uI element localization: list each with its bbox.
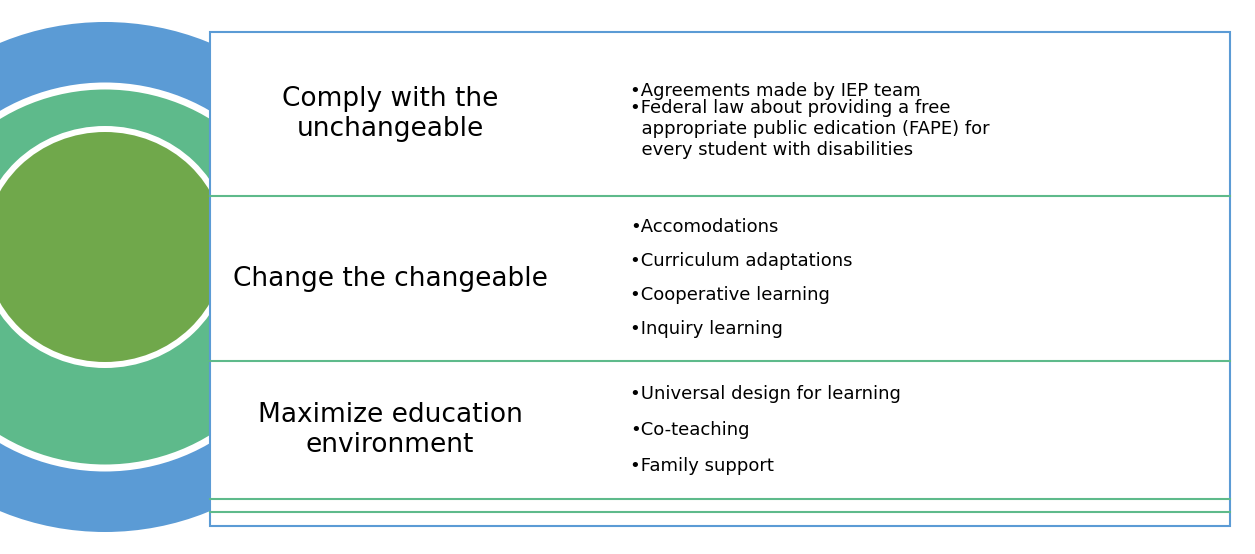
Text: •Family support: •Family support <box>630 457 774 475</box>
Text: •Federal law about providing a free
  appropriate public edication (FAPE) for
  : •Federal law about providing a free appr… <box>630 99 990 159</box>
Text: Change the changeable: Change the changeable <box>232 265 547 291</box>
Bar <box>210 32 1230 526</box>
Text: •Curriculum adaptations: •Curriculum adaptations <box>630 253 852 270</box>
Text: Maximize education
environment: Maximize education environment <box>257 402 522 458</box>
Ellipse shape <box>0 22 370 532</box>
Text: •Inquiry learning: •Inquiry learning <box>630 321 783 338</box>
Text: •Universal design for learning: •Universal design for learning <box>630 385 901 403</box>
Text: Comply with the
unchangeable: Comply with the unchangeable <box>282 86 498 142</box>
Text: •Co-teaching: •Co-teaching <box>630 421 749 439</box>
Text: •Accomodations: •Accomodations <box>630 218 778 237</box>
Ellipse shape <box>0 132 225 362</box>
Text: •Agreements made by IEP team: •Agreements made by IEP team <box>630 82 921 100</box>
Ellipse shape <box>0 90 300 464</box>
Ellipse shape <box>0 83 307 471</box>
Ellipse shape <box>0 126 231 368</box>
Text: •Cooperative learning: •Cooperative learning <box>630 286 830 305</box>
